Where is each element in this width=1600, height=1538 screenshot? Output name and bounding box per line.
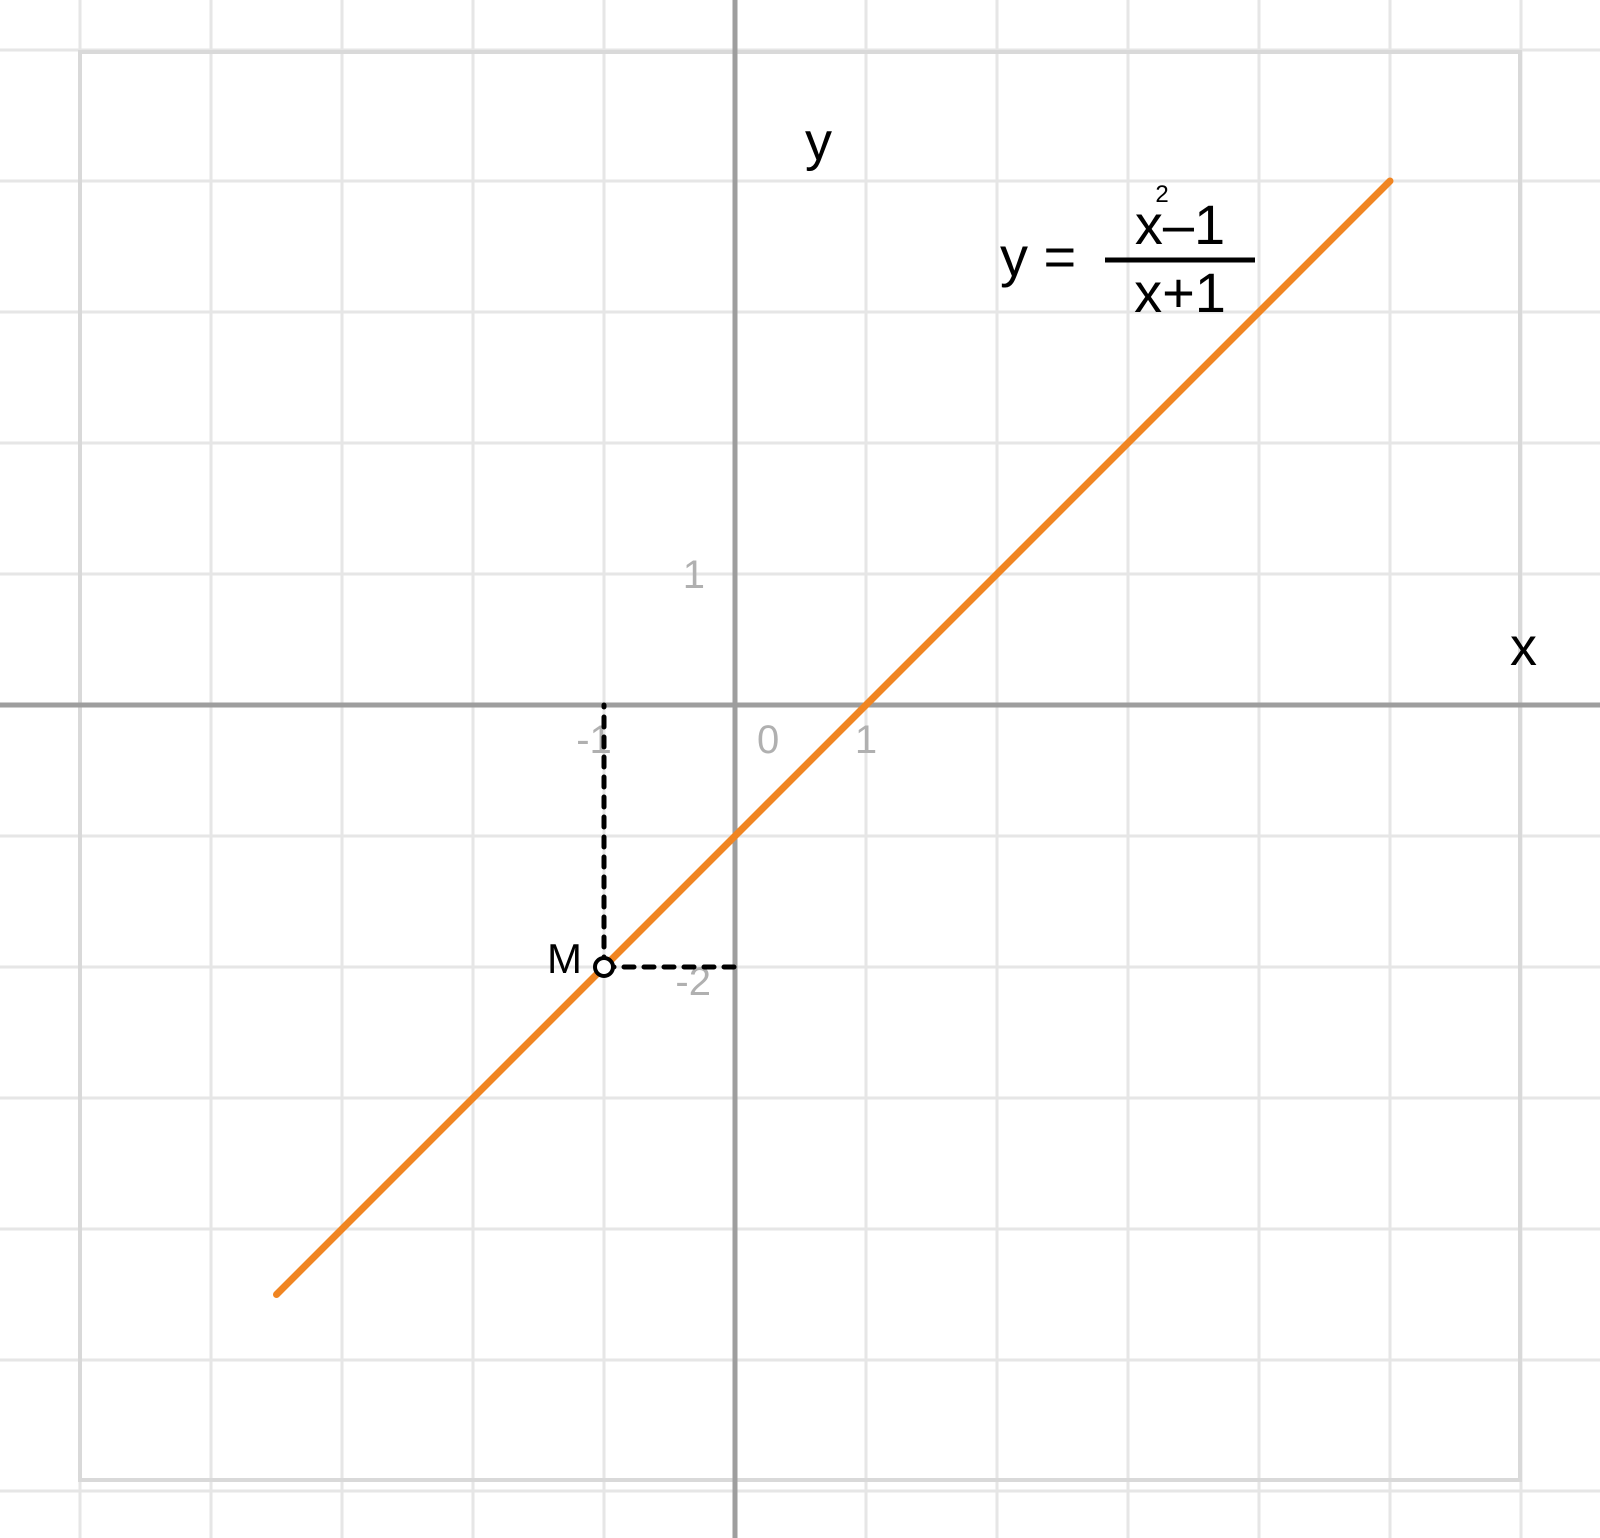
equation-numerator: x–1	[1135, 193, 1225, 256]
tick-label: 0	[757, 718, 779, 762]
function-line	[277, 181, 1391, 1295]
coordinate-chart: 01-11-2 M y =x–12x+1 yx	[0, 0, 1600, 1538]
tick-labels: 01-11-2	[576, 553, 877, 1004]
tick-label: 1	[855, 718, 877, 762]
tick-label: 1	[683, 553, 705, 597]
plotted-line	[277, 181, 1391, 1295]
y-axis-label: y	[805, 112, 832, 172]
hole-point-marker	[595, 958, 613, 976]
hole-point-label: M	[547, 935, 582, 982]
x-axis-label: x	[1510, 617, 1537, 677]
equation-exponent: 2	[1155, 181, 1168, 208]
equation-denominator: x+1	[1134, 261, 1226, 324]
equation-prefix: y =	[1000, 225, 1076, 288]
chart-container: 01-11-2 M y =x–12x+1 yx	[0, 0, 1600, 1538]
